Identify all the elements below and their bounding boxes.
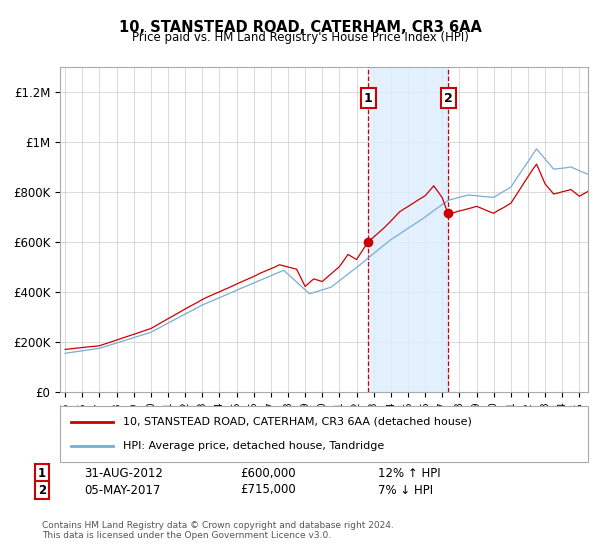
Text: 2: 2 (38, 483, 46, 497)
Text: 05-MAY-2017: 05-MAY-2017 (84, 483, 160, 497)
Text: 1: 1 (38, 466, 46, 480)
Text: 12% ↑ HPI: 12% ↑ HPI (378, 466, 440, 480)
Text: 7% ↓ HPI: 7% ↓ HPI (378, 483, 433, 497)
Text: £600,000: £600,000 (240, 466, 296, 480)
Text: Price paid vs. HM Land Registry's House Price Index (HPI): Price paid vs. HM Land Registry's House … (131, 31, 469, 44)
Text: 1: 1 (364, 91, 373, 105)
FancyBboxPatch shape (60, 406, 588, 462)
Text: 10, STANSTEAD ROAD, CATERHAM, CR3 6AA (detached house): 10, STANSTEAD ROAD, CATERHAM, CR3 6AA (d… (124, 417, 472, 427)
Text: 2: 2 (444, 91, 452, 105)
Text: 31-AUG-2012: 31-AUG-2012 (84, 466, 163, 480)
Text: Contains HM Land Registry data © Crown copyright and database right 2024.
This d: Contains HM Land Registry data © Crown c… (42, 521, 394, 540)
Text: £715,000: £715,000 (240, 483, 296, 497)
Text: 10, STANSTEAD ROAD, CATERHAM, CR3 6AA: 10, STANSTEAD ROAD, CATERHAM, CR3 6AA (119, 20, 481, 35)
Bar (368, 67, 448, 392)
Text: HPI: Average price, detached house, Tandridge: HPI: Average price, detached house, Tand… (124, 441, 385, 451)
